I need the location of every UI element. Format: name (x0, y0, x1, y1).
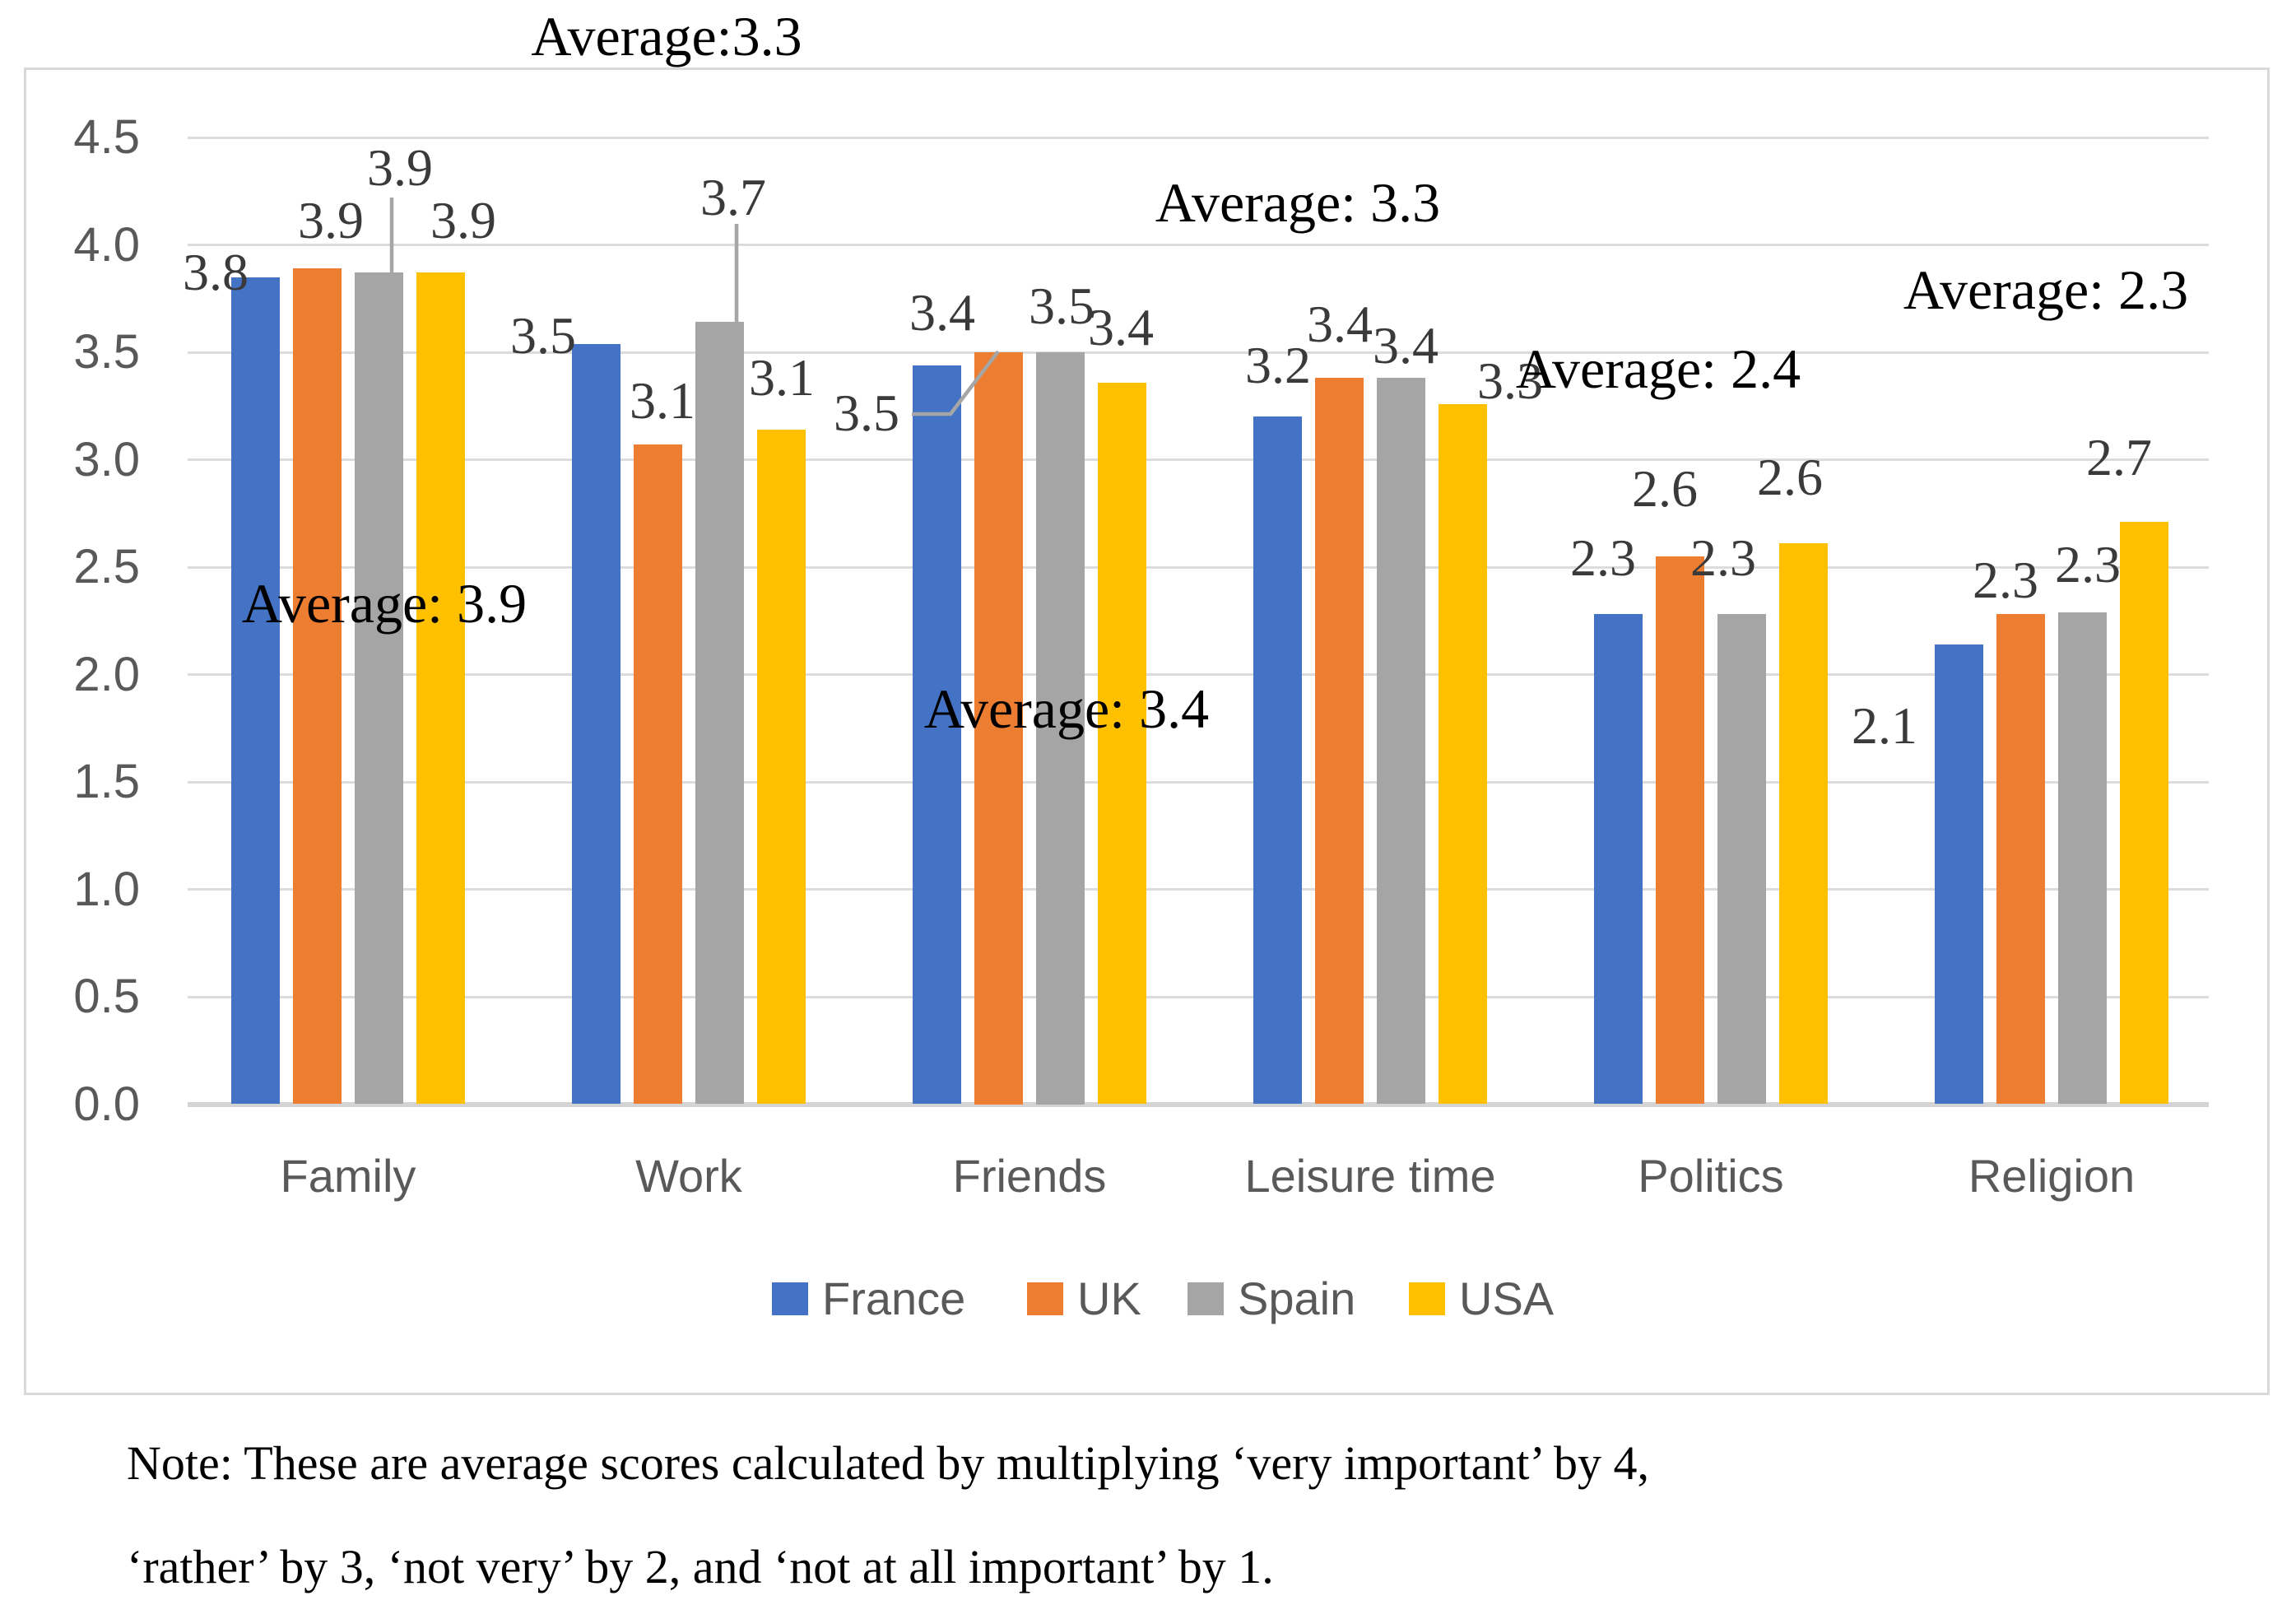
average-annotation-Leisure-time: Average: 3.3 (1155, 171, 1441, 234)
y-axis-tick-label: 3.0 (73, 432, 140, 486)
data-label-UK-Leisure-time: 3.4 (1307, 295, 1373, 353)
gridline-1.5 (188, 780, 2209, 784)
data-label-Spain-Politics: 2.3 (1690, 528, 1756, 587)
bar-France-Family (231, 277, 280, 1105)
bar-USA-Religion (2120, 522, 2168, 1105)
bar-UK-Politics (1656, 556, 1704, 1105)
data-label-USA-Politics: 2.6 (1757, 448, 1823, 506)
bar-France-Leisure-time (1253, 416, 1302, 1105)
bar-UK-Religion (1996, 614, 2045, 1105)
legend-label-USA: USA (1459, 1272, 1555, 1324)
y-axis-tick-label: 3.5 (73, 325, 140, 379)
bar-France-Religion (1935, 644, 1983, 1105)
average-annotation-Family: Average: 3.9 (241, 572, 528, 635)
x-category-label-Family: Family (280, 1150, 416, 1202)
y-axis-tick-label: 1.0 (73, 862, 140, 916)
note-line-1: Note: These are average scores calculate… (127, 1436, 1649, 1490)
data-label-USA-Work: 3.1 (749, 348, 815, 407)
legend-swatch-UK (1027, 1282, 1063, 1315)
y-axis-tick-label: 0.5 (73, 970, 140, 1023)
y-axis-tick-label: 0.0 (73, 1077, 140, 1131)
data-label-UK-Religion: 2.3 (1973, 551, 2038, 609)
bar-Spain-Politics (1717, 614, 1766, 1105)
bar-UK-Friends (974, 352, 1023, 1105)
y-axis-tick-label: 4.5 (73, 110, 140, 164)
average-annotation-Friends: Average: 3.4 (923, 677, 1210, 740)
data-label-France-Politics: 2.3 (1570, 528, 1636, 587)
bar-USA-Friends (1098, 382, 1146, 1105)
bar-USA-Leisure-time (1438, 403, 1487, 1105)
legend-item-USA: USA (1409, 1276, 1554, 1322)
y-axis-tick-label: 2.0 (73, 647, 140, 701)
data-label-France-Religion: 2.1 (1852, 696, 1917, 755)
data-label-UK-Friends: 3.5 (834, 384, 899, 442)
legend-label-Spain: Spain (1238, 1272, 1356, 1324)
legend-swatch-Spain (1188, 1282, 1224, 1315)
data-label-Spain-Family: 3.9 (367, 138, 433, 197)
data-label-Spain-Friends: 3.5 (1029, 277, 1095, 335)
data-label-USA-Family: 3.9 (430, 191, 496, 249)
average-annotation-Work: Average:3.3 (531, 5, 802, 67)
data-label-Spain-Work: 3.7 (700, 168, 766, 226)
bar-UK-Family (293, 268, 342, 1105)
bar-France-Work (572, 343, 620, 1105)
data-label-France-Leisure-time: 3.2 (1245, 336, 1311, 394)
gridline-3.5 (188, 351, 2209, 354)
bar-Spain-Religion (2058, 612, 2107, 1105)
data-label-USA-Friends: 3.4 (1088, 298, 1154, 356)
x-category-label-Friends: Friends (952, 1150, 1107, 1202)
data-label-UK-Politics: 2.6 (1632, 459, 1698, 518)
gridline-0.5 (188, 995, 2209, 998)
bar-USA-Family (416, 272, 465, 1105)
x-category-label-Politics: Politics (1638, 1150, 1784, 1202)
bar-UK-Work (634, 444, 682, 1105)
average-annotation-Politics: Average: 2.4 (1515, 337, 1801, 400)
gridline-1.0 (188, 888, 2209, 891)
data-label-Spain-Leisure-time: 3.4 (1373, 316, 1438, 375)
data-label-USA-Religion: 2.7 (2086, 428, 2152, 486)
data-label-UK-Family: 3.9 (298, 191, 364, 249)
data-label-France-Friends: 3.4 (909, 283, 975, 342)
data-label-USA-Leisure-time: 3.3 (1477, 351, 1543, 410)
gridline-2.5 (188, 565, 2209, 569)
legend-swatch-USA (1409, 1282, 1445, 1315)
legend-item-Spain: Spain (1188, 1276, 1355, 1322)
x-category-label-Work: Work (635, 1150, 742, 1202)
note-line-2: ‘rather’ by 3, ‘not very’ by 2, and ‘not… (127, 1540, 1274, 1593)
gridline-2.0 (188, 673, 2209, 676)
x-axis-line (188, 1101, 2209, 1107)
bar-Spain-Friends (1036, 352, 1085, 1105)
bar-Spain-Family (355, 272, 403, 1105)
gridline-4.0 (188, 244, 2209, 246)
y-axis-tick-label: 1.5 (73, 755, 140, 808)
gridline-3.0 (188, 458, 2209, 461)
legend-label-UK: UK (1077, 1272, 1141, 1324)
y-axis-tick-label: 2.5 (73, 540, 140, 593)
data-label-Spain-Religion: 2.3 (2055, 535, 2121, 593)
average-annotation-Religion: Average: 2.3 (1903, 258, 2189, 321)
figure-note: Note: These are average scores calculate… (127, 1434, 2233, 1597)
legend-item-UK: UK (1027, 1276, 1141, 1322)
bar-France-Politics (1594, 614, 1643, 1105)
data-label-France-Family: 3.8 (183, 243, 249, 301)
legend-label-France: France (822, 1272, 966, 1324)
data-label-France-Work: 3.5 (510, 306, 576, 365)
legend-swatch-France (772, 1282, 808, 1315)
legend-item-France: France (772, 1276, 965, 1322)
bar-Spain-Leisure-time (1377, 378, 1425, 1105)
y-axis-tick-label: 4.0 (73, 217, 140, 272)
bar-Spain-Work (695, 322, 744, 1105)
bar-USA-Work (757, 429, 806, 1105)
bar-USA-Politics (1779, 543, 1828, 1105)
x-category-label-Religion: Religion (1968, 1150, 2136, 1202)
bar-France-Friends (913, 365, 961, 1105)
data-label-UK-Work: 3.1 (630, 371, 695, 430)
x-category-label-Leisure-time: Leisure time (1244, 1150, 1496, 1202)
bar-UK-Leisure-time (1315, 378, 1364, 1105)
gridline-4.5 (188, 136, 2209, 139)
